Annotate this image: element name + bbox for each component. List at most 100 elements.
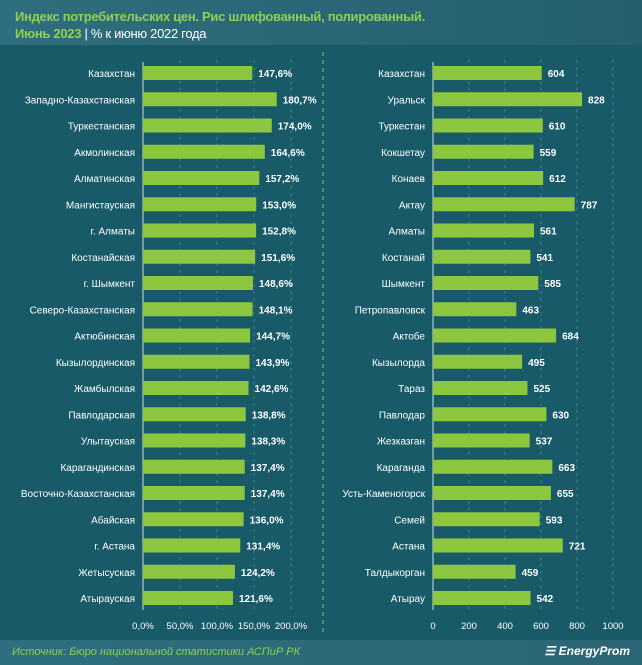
bar xyxy=(433,249,531,264)
category-label: Жетысуская xyxy=(78,568,135,579)
category-label: Кокшетау xyxy=(381,148,425,159)
data-label: 525 xyxy=(534,384,551,395)
bar xyxy=(143,407,246,422)
category-label: Северо-Казахстанская xyxy=(30,305,135,316)
data-label: 124,2% xyxy=(241,568,275,579)
data-label: 610 xyxy=(549,122,566,133)
bar xyxy=(433,591,531,605)
category-label: Караганда xyxy=(377,463,426,474)
unit: % к июню 2022 года xyxy=(90,26,207,41)
bar xyxy=(433,197,575,212)
chart-title: Индекс потребительских цен. Рис шлифован… xyxy=(15,9,425,24)
data-label: 153,0% xyxy=(262,200,296,211)
data-label: 137,4% xyxy=(251,463,285,474)
tick-label: 0 xyxy=(430,621,435,632)
category-label: г. Алматы xyxy=(91,227,135,238)
data-label: 157,2% xyxy=(265,174,299,185)
bar xyxy=(143,276,253,290)
bar xyxy=(143,591,233,605)
category-label: Шымкент xyxy=(382,279,426,290)
category-label: Улытауская xyxy=(81,437,135,448)
data-label: 174,0% xyxy=(278,122,312,133)
category-label: Жезказган xyxy=(377,437,425,448)
bar xyxy=(433,512,540,527)
logo-text: EnergyProm xyxy=(558,644,630,658)
bar xyxy=(143,564,235,579)
data-label: 495 xyxy=(528,358,545,369)
data-label: 463 xyxy=(522,305,539,316)
bar xyxy=(433,354,523,369)
data-label: 180,7% xyxy=(283,95,317,106)
category-label: Акмолинская xyxy=(74,148,135,159)
category-label: Абайская xyxy=(91,514,135,526)
data-label: 630 xyxy=(552,410,569,421)
data-label: 137,4% xyxy=(251,489,285,500)
bar xyxy=(143,354,250,369)
bar xyxy=(433,66,542,80)
header: Индекс потребительских цен. Рис шлифован… xyxy=(0,0,642,45)
category-label: Талдыкорган xyxy=(365,568,425,579)
category-label: Алматинская xyxy=(74,174,135,185)
data-label: 144,7% xyxy=(256,332,290,343)
category-label: Костанайская xyxy=(71,253,135,264)
bar xyxy=(433,564,516,579)
bar xyxy=(143,118,272,133)
category-label: Конаев xyxy=(392,174,425,185)
category-label: Усть-Каменогорск xyxy=(342,489,425,500)
category-label: Кызылорда xyxy=(372,358,425,369)
category-label: Уральск xyxy=(388,95,426,106)
period: Июнь 2023 xyxy=(15,26,82,41)
charts: 0,0% 50,0% 100,0% 150,0% 200,0% Казахстан 147,… xyxy=(21,52,624,635)
separator: | xyxy=(84,26,88,41)
tick-label: 1000 xyxy=(602,621,623,632)
energyprom-logo: ☰ EnergyProm xyxy=(544,644,630,658)
tick-label: 800 xyxy=(569,621,585,632)
data-label: 612 xyxy=(549,174,566,185)
category-label: Актюбинская xyxy=(74,331,135,343)
bar xyxy=(433,486,551,500)
data-label: 787 xyxy=(581,200,598,211)
category-label: Тараз xyxy=(398,384,425,395)
category-label: Восточно-Казахстанская xyxy=(21,489,135,500)
data-label: 721 xyxy=(569,542,586,553)
data-label: 143,9% xyxy=(255,358,289,369)
data-label: 138,8% xyxy=(252,410,286,421)
data-label: 131,4% xyxy=(246,542,280,553)
data-label: 655 xyxy=(557,489,574,500)
data-label: 542 xyxy=(537,594,554,605)
category-label: Жамбылская xyxy=(74,383,135,395)
data-label: 541 xyxy=(536,253,553,264)
category-label: Алматы xyxy=(389,227,426,238)
bar xyxy=(143,223,257,238)
data-label: 164,6% xyxy=(271,148,305,159)
bar xyxy=(143,171,260,185)
bar xyxy=(433,223,534,238)
bar xyxy=(433,302,517,317)
category-label: Актау xyxy=(399,200,425,211)
bar xyxy=(143,197,257,212)
bar xyxy=(143,328,251,343)
tick-label: 50,0% xyxy=(167,621,194,632)
bar xyxy=(433,118,543,133)
data-label: 663 xyxy=(558,463,575,474)
category-label: Актобе xyxy=(393,331,426,343)
tick-label: 200 xyxy=(461,621,477,632)
data-label: 148,1% xyxy=(259,305,293,316)
data-label: 147,6% xyxy=(258,69,292,80)
tick-label: 0,0% xyxy=(132,621,154,632)
data-label: 585 xyxy=(544,279,561,290)
bar xyxy=(143,249,256,264)
category-label: Атырау xyxy=(391,594,425,605)
data-label: 148,6% xyxy=(259,279,293,290)
tick-label: 100,0% xyxy=(201,621,234,632)
data-label: 136,0% xyxy=(250,515,284,526)
data-label: 121,6% xyxy=(239,594,273,605)
category-label: Карагандинская xyxy=(60,463,135,474)
footer: Источник: Бюро национальной статистики А… xyxy=(0,640,642,665)
bar xyxy=(433,276,539,290)
bar xyxy=(143,92,277,107)
bar xyxy=(433,407,547,422)
data-label: 459 xyxy=(522,568,539,579)
bar xyxy=(143,66,253,80)
bar xyxy=(143,459,245,474)
